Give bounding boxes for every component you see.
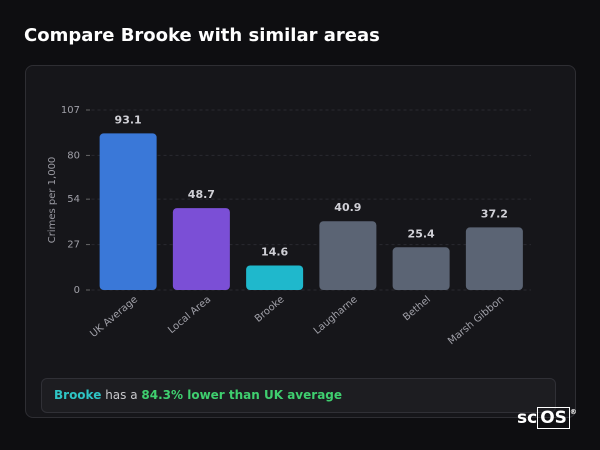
x-tick-label: Brooke xyxy=(253,294,287,325)
y-tick-label: 107 xyxy=(61,105,80,116)
logo-boxed: OS xyxy=(537,407,570,429)
logo: sc OS ® xyxy=(517,407,577,429)
value-label: 25.4 xyxy=(408,227,435,240)
y-tick-label: 54 xyxy=(67,194,80,205)
summary: Brooke has a 84.3% lower than UK average xyxy=(41,378,556,413)
y-tick-label: 0 xyxy=(74,285,80,296)
x-tick-label: Local Area xyxy=(166,294,213,336)
logo-left: sc xyxy=(517,408,538,428)
bar xyxy=(465,227,523,290)
bar xyxy=(319,221,377,290)
summary-area: Brooke xyxy=(54,388,102,402)
x-tick-label: Marsh Gibbon xyxy=(446,294,506,347)
bar xyxy=(99,133,157,290)
summary-highlight: 84.3% lower than UK average xyxy=(141,388,343,402)
value-label: 14.6 xyxy=(261,245,288,258)
x-tick-label: Bethel xyxy=(401,294,433,323)
bar xyxy=(246,265,304,290)
value-label: 37.2 xyxy=(481,207,508,220)
logo-mark: ® xyxy=(569,408,577,416)
page-title: Compare Brooke with similar areas xyxy=(24,25,380,46)
y-tick-label: 80 xyxy=(67,150,80,161)
bar xyxy=(392,247,450,290)
x-tick-label: UK Average xyxy=(88,294,140,340)
y-axis-label: Crimes per 1,000 xyxy=(47,157,58,244)
value-label: 40.9 xyxy=(334,201,361,214)
y-tick-label: 27 xyxy=(67,240,80,251)
x-tick-label: Laugharne xyxy=(312,294,360,337)
value-label: 48.7 xyxy=(188,188,215,201)
value-label: 93.1 xyxy=(115,113,142,126)
bar xyxy=(172,208,230,290)
summary-text: has a xyxy=(105,388,138,402)
